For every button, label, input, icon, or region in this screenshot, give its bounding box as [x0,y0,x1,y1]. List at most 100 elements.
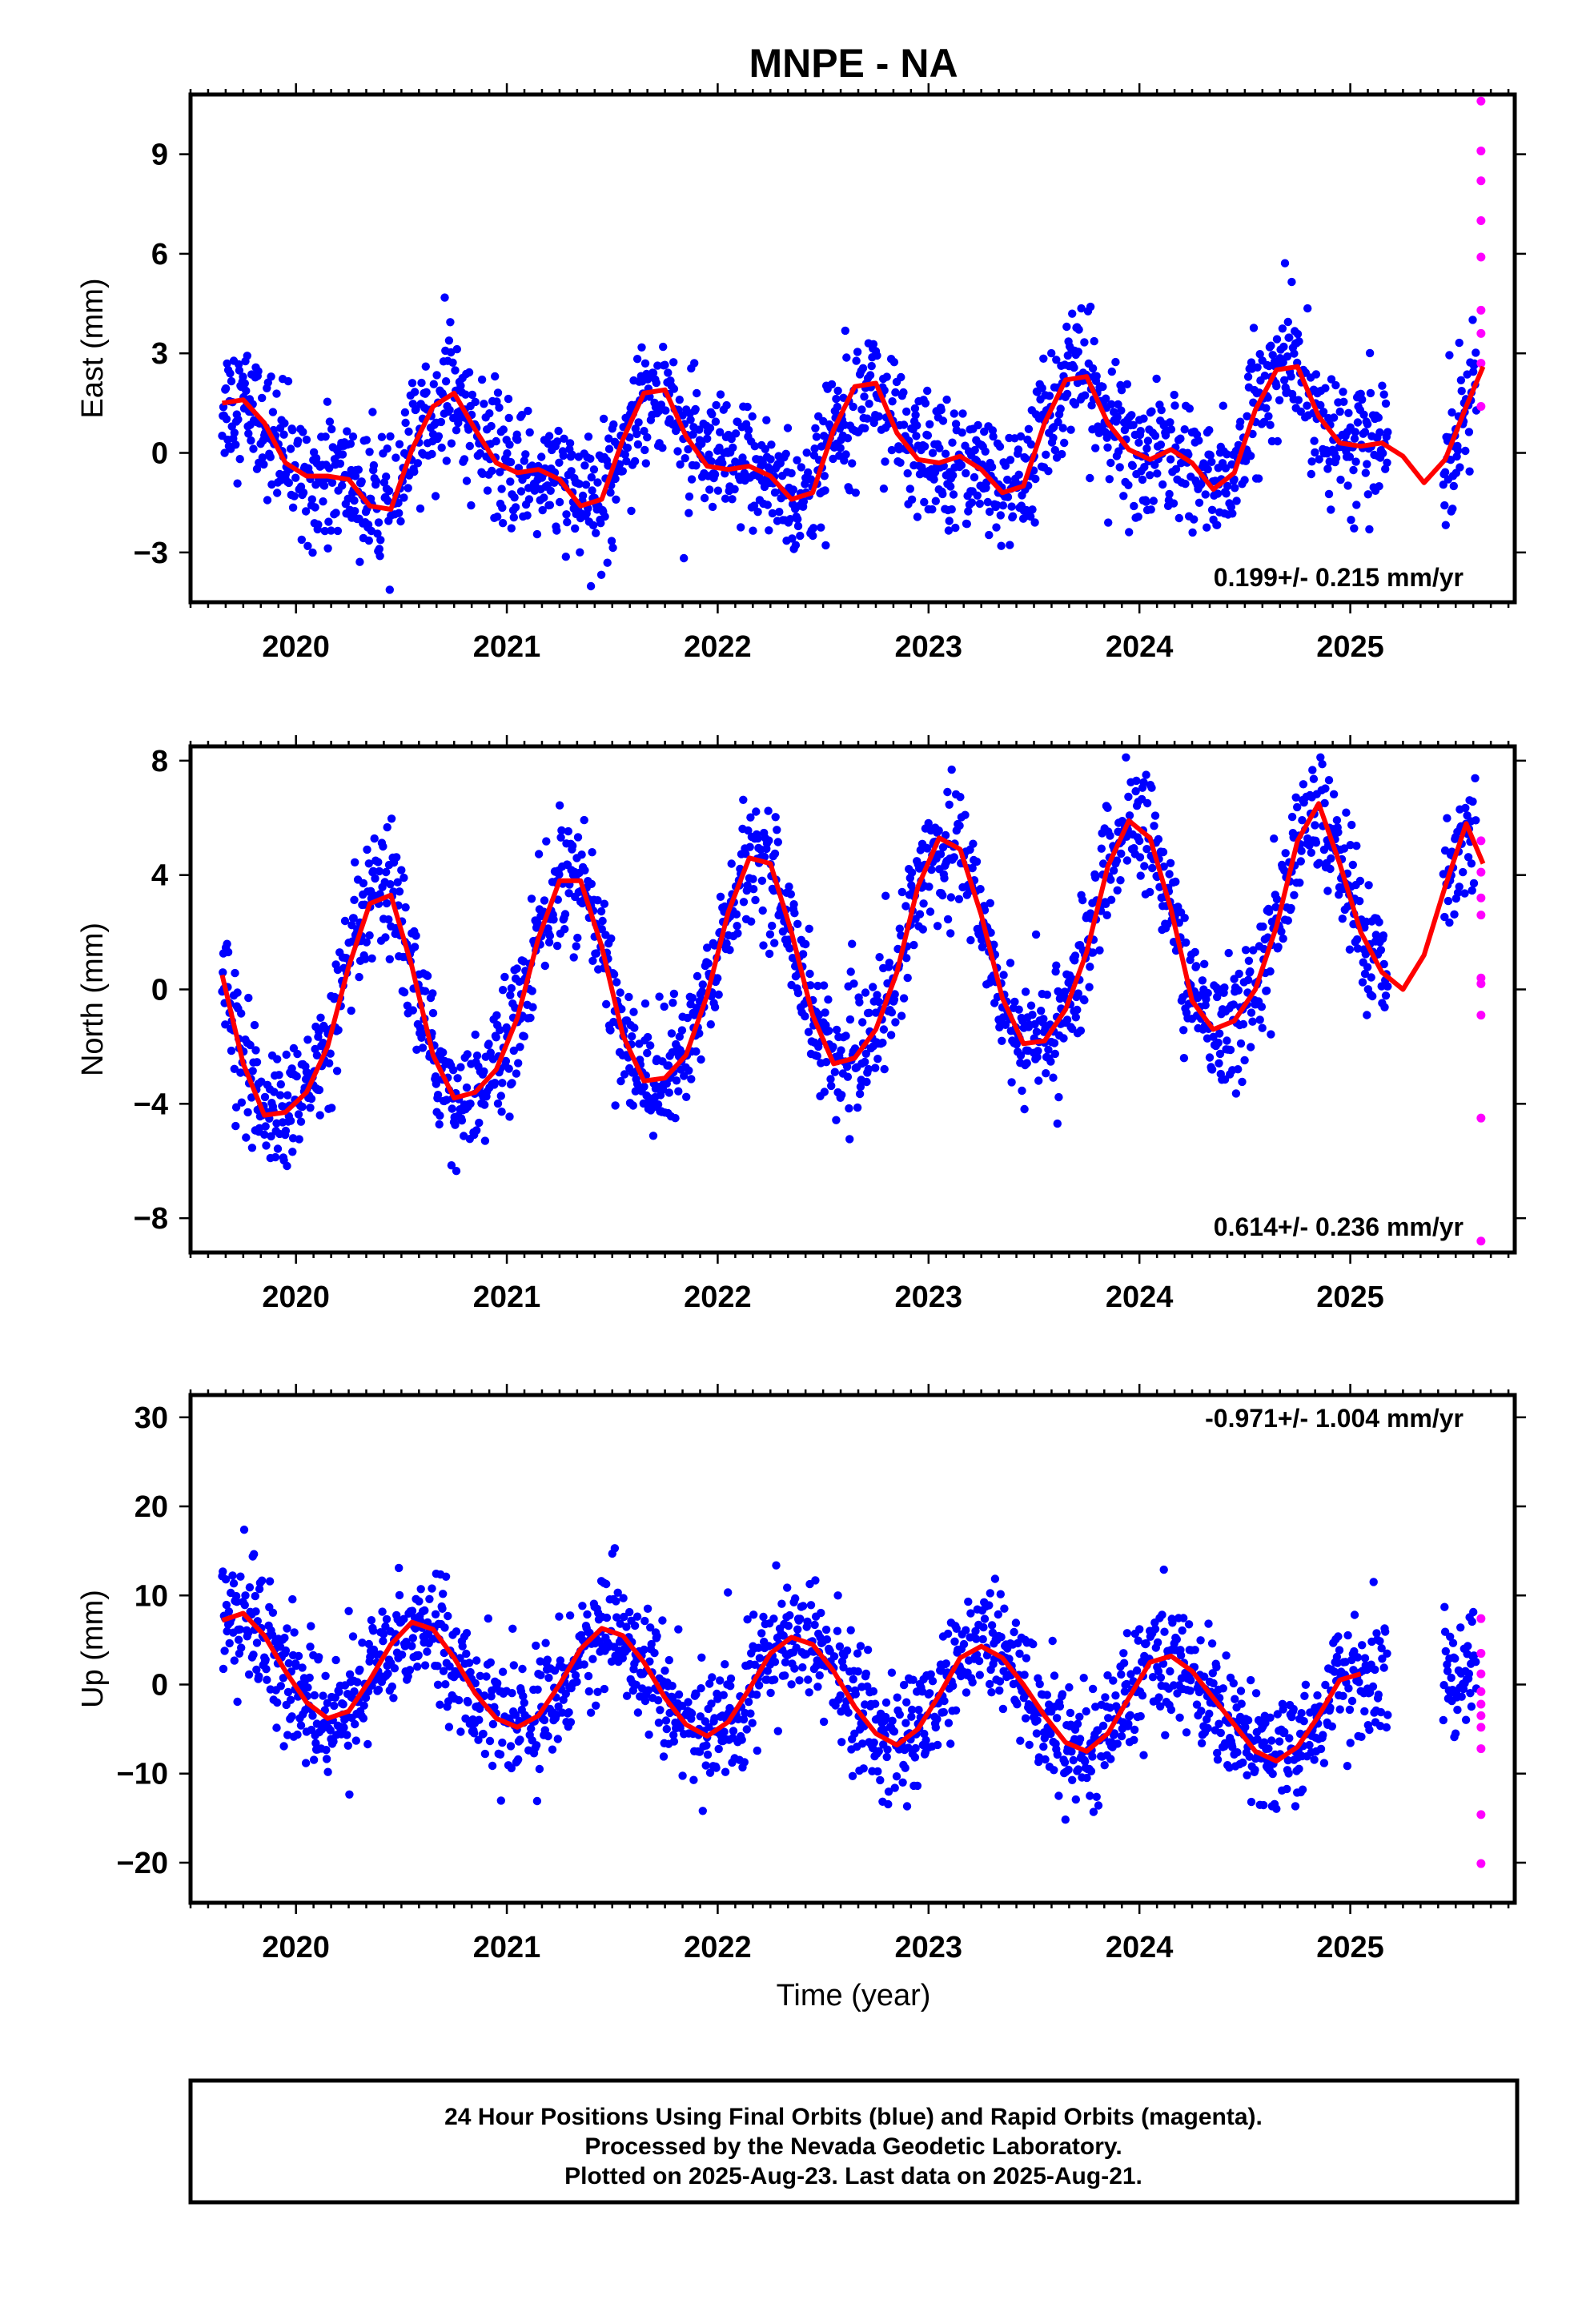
final-orbit-point [1230,975,1239,983]
final-orbit-point [1303,401,1311,410]
final-orbit-point [1332,815,1342,825]
final-orbit-point [928,448,938,457]
final-orbit-point [1229,1000,1239,1009]
final-orbit-point [1205,426,1214,435]
final-orbit-point [1006,959,1015,967]
final-orbit-point [1142,798,1152,808]
final-orbit-point [1299,780,1308,789]
final-orbit-point [946,893,956,902]
final-orbit-point [1051,967,1060,976]
final-orbit-point [698,1807,707,1815]
final-orbit-point [1469,368,1478,376]
final-orbit-point [1326,864,1335,874]
final-orbit-point [687,475,697,484]
final-orbit-point [926,907,935,916]
final-orbit-point [640,427,648,436]
final-orbit-point [348,432,358,441]
final-orbit-point [516,487,526,496]
final-orbit-point [307,1094,316,1104]
final-orbit-point [675,396,684,404]
final-orbit-point [941,830,950,840]
final-orbit-point [561,553,570,561]
final-orbit-point [901,902,910,911]
final-orbit-point [260,1130,269,1140]
final-orbit-point [1351,428,1360,436]
final-orbit-point [661,360,669,369]
final-orbit-point [416,1023,425,1032]
final-orbit-point [1298,815,1307,825]
final-orbit-point [771,813,780,822]
final-orbit-point [1277,927,1286,936]
final-orbit-point [806,981,815,990]
final-orbit-point [805,969,814,979]
final-orbit-point [689,430,697,439]
final-orbit-point [1028,505,1037,514]
final-orbit-point [544,432,554,440]
final-orbit-point [527,1724,536,1733]
final-orbit-point [844,1708,853,1717]
final-orbit-point [1215,1049,1225,1059]
final-orbit-point [359,879,368,888]
final-orbit-point [683,1013,692,1023]
final-orbit-point [753,1746,761,1755]
final-orbit-point [275,1091,285,1100]
final-orbit-point [1102,394,1110,403]
final-orbit-point [698,980,707,989]
final-orbit-point [775,508,784,517]
final-orbit-point [602,1579,611,1589]
final-orbit-point [895,1710,905,1719]
final-orbit-point [306,1104,315,1112]
final-orbit-point [951,1706,961,1715]
final-orbit-point [290,492,299,501]
final-orbit-point [899,388,908,397]
final-orbit-point [662,1724,671,1734]
final-orbit-point [1076,1026,1086,1035]
final-orbit-point [804,1027,813,1036]
final-orbit-point [889,1727,899,1736]
final-orbit-point [1203,523,1211,532]
final-orbit-point [410,467,419,476]
final-orbit-point [883,1745,892,1754]
final-orbit-point [752,1691,761,1699]
final-orbit-point [951,523,960,533]
final-orbit-point [1255,1015,1264,1024]
final-orbit-point [413,459,423,468]
final-orbit-point [695,1029,704,1038]
final-orbit-point [1219,401,1228,410]
final-orbit-point [509,1046,518,1055]
final-orbit-point [1192,962,1201,971]
final-orbit-point [327,1104,336,1112]
final-orbit-point [928,1677,938,1686]
final-orbit-point [1459,867,1468,877]
final-orbit-point [1363,460,1371,468]
final-orbit-point [1148,863,1157,873]
final-orbit-point [947,765,956,774]
final-orbit-point [395,1590,404,1600]
final-orbit-point [1203,464,1212,474]
final-orbit-point [867,361,876,371]
final-orbit-point [454,1695,464,1705]
final-orbit-point [567,467,576,476]
final-orbit-point [622,1622,631,1631]
final-orbit-point [1028,1011,1037,1019]
final-orbit-point [691,404,700,414]
final-orbit-point [1120,425,1130,435]
final-orbit-point [535,1764,544,1774]
final-orbit-point [1471,774,1480,782]
final-orbit-point [220,448,229,457]
final-orbit-point [428,1008,438,1018]
final-orbit-point [1047,348,1056,358]
final-orbit-point [1365,525,1374,534]
final-orbit-point [290,1628,299,1637]
final-orbit-point [315,1653,323,1662]
final-orbit-point [1262,404,1271,412]
final-orbit-point [715,443,724,452]
final-orbit-point [483,486,492,495]
final-orbit-point [863,1646,873,1655]
final-orbit-point [902,407,911,416]
final-orbit-point [938,489,947,499]
final-orbit-point [404,427,413,436]
final-orbit-point [233,988,242,997]
final-orbit-point [276,1682,285,1691]
final-orbit-point [404,484,412,493]
